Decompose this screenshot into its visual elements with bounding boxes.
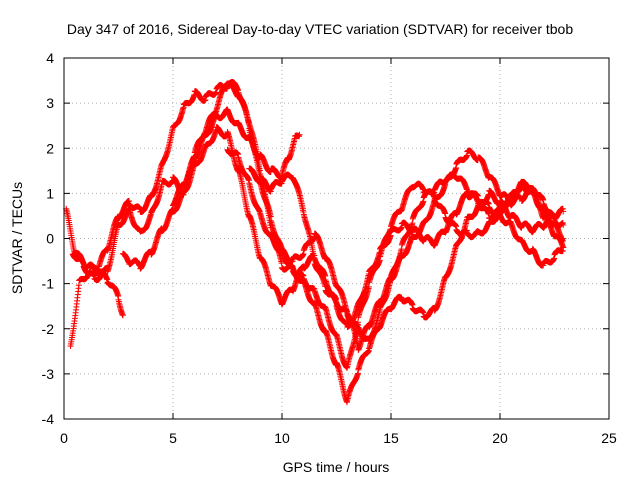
series-a-point <box>119 312 126 319</box>
chart-title: Day 347 of 2016, Sidereal Day-to-day VTE… <box>67 21 574 37</box>
data-points <box>63 79 567 406</box>
